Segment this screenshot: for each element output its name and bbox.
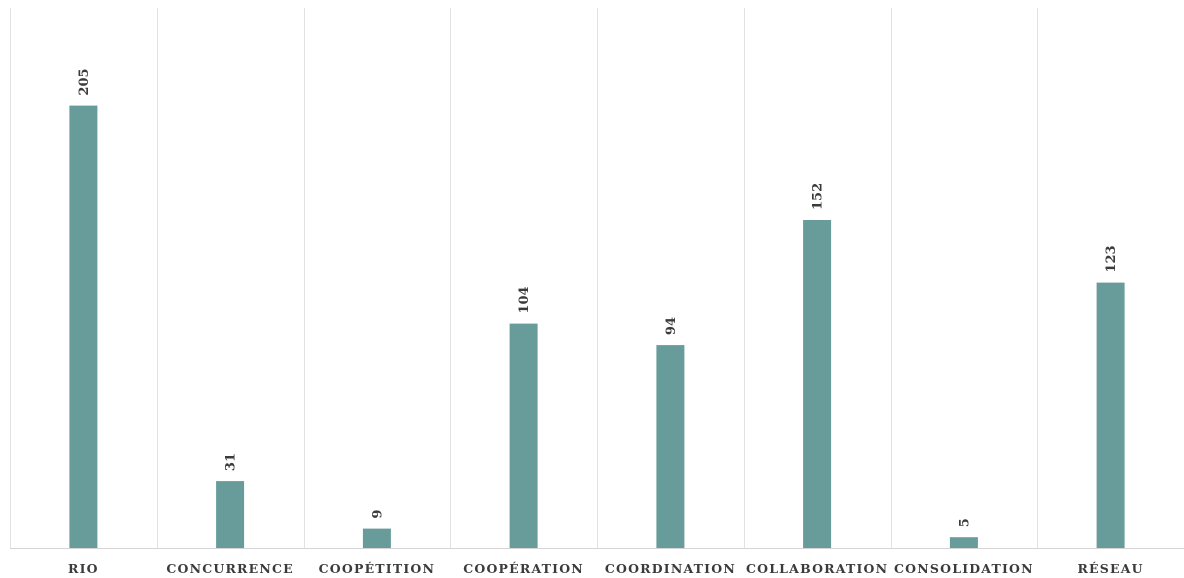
x-tick-label: RIO xyxy=(68,561,99,576)
data-label: 205 xyxy=(77,68,92,95)
bar-collaboration xyxy=(803,220,832,548)
data-label: 123 xyxy=(1104,245,1119,272)
x-axis-tick-labels: RIO CONCURRENCE COOPÉTITION COOPÉRATION COOR… xyxy=(68,561,1143,576)
bar-coopétition xyxy=(362,528,391,548)
bar-rio xyxy=(69,105,98,548)
x-tick-label: CONSOLIDATION xyxy=(894,561,1034,576)
bar-concurrence xyxy=(216,481,245,548)
bar-réseau xyxy=(1096,282,1125,548)
bar-consolidation xyxy=(949,537,978,548)
data-labels: 205 31 9 104 94 152 5 123 xyxy=(77,68,1119,527)
x-tick-label: COLLABORATION xyxy=(746,561,888,576)
x-tick-label: COOPÉTITION xyxy=(319,561,435,576)
bar-coordination xyxy=(656,345,685,548)
data-label: 9 xyxy=(370,510,385,519)
data-label: 31 xyxy=(224,453,239,471)
x-tick-label: RÉSEAU xyxy=(1077,561,1143,576)
data-label: 5 xyxy=(957,518,972,527)
x-tick-label: CONCURRENCE xyxy=(166,561,294,576)
x-tick-label: COOPÉRATION xyxy=(463,561,584,576)
data-label: 104 xyxy=(517,286,532,313)
grid-lines xyxy=(10,8,1038,548)
data-label: 152 xyxy=(811,183,826,210)
data-label: 94 xyxy=(664,317,679,335)
x-tick-label: COORDINATION xyxy=(605,561,736,576)
bar-coopération xyxy=(509,323,538,548)
bars xyxy=(69,105,1125,548)
